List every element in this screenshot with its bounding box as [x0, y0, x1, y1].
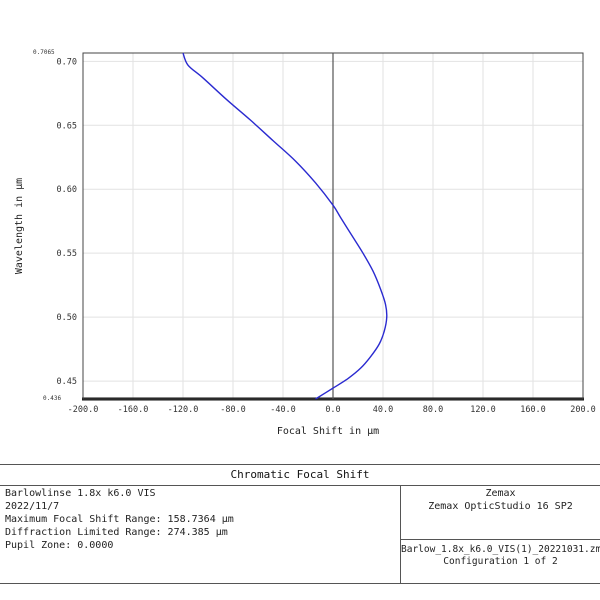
x-tick-label: 80.0 [423, 405, 443, 415]
x-tick-label: 40.0 [373, 405, 393, 415]
vendor-block: Zemax Zemax OpticStudio 16 SP2 [401, 485, 600, 540]
y-tick-label: 0.50 [57, 313, 77, 323]
series-group [182, 52, 388, 400]
x-tick-label: 160.0 [520, 405, 546, 415]
y-tick-label: 0.45 [57, 377, 77, 387]
info-line: 2022/11/7 [5, 501, 60, 512]
x-tick-label: -160.0 [118, 405, 149, 415]
info-line: Barlowlinse 1.8x k6.0 VIS [5, 488, 156, 499]
info-description: Barlowlinse 1.8x k6.0 VIS 2022/11/7 Maxi… [5, 487, 395, 552]
y-min-label: 0.436 [43, 395, 61, 402]
info-line: Diffraction Limited Range: 274.385 µm [5, 527, 228, 538]
x-tick-label: 200.0 [570, 405, 596, 415]
info-line: Maximum Focal Shift Range: 158.7364 µm [5, 514, 234, 525]
file-name: Barlow_1.8x_k6.0_VIS(1)_20221031.zmx [401, 544, 600, 555]
info-title: Chromatic Focal Shift [0, 465, 600, 486]
info-panel: Chromatic Focal Shift Barlowlinse 1.8x k… [0, 464, 600, 584]
x-tick-label: -40.0 [270, 405, 296, 415]
x-tick-label: -200.0 [68, 405, 99, 415]
x-tick-labels: -200.0 -160.0 -120.0 -80.0 -40.0 0.0 40.0 80.0 1… [68, 405, 596, 415]
x-tick-label: -120.0 [168, 405, 199, 415]
y-axis-label: Wavelength in µm [14, 178, 25, 274]
software-version: Zemax OpticStudio 16 SP2 [428, 501, 573, 512]
x-tick-label: -80.0 [220, 405, 246, 415]
y-max-label: 0.7065 [33, 49, 55, 56]
x-axis-label: Focal Shift in µm [277, 426, 379, 437]
y-tick-label: 0.60 [57, 185, 77, 195]
chromatic-focal-shift-chart: -200.0 -160.0 -120.0 -80.0 -40.0 0.0 40.0 80.0 1… [14, 49, 596, 437]
y-tick-label: 0.70 [57, 57, 77, 67]
y-tick-label: 0.55 [57, 249, 77, 259]
info-line: Pupil Zone: 0.0000 [5, 540, 114, 551]
y-tick-labels: 0.45 0.50 0.55 0.60 0.65 0.70 [57, 57, 77, 387]
focal-shift-curve [182, 52, 388, 400]
x-tick-label: 120.0 [470, 405, 496, 415]
info-software-box: Zemax Zemax OpticStudio 16 SP2 Barlow_1.… [400, 485, 600, 583]
vendor-name: Zemax [485, 488, 516, 499]
file-block: Barlow_1.8x_k6.0_VIS(1)_20221031.zmx Con… [401, 540, 600, 568]
y-tick-label: 0.65 [57, 121, 77, 131]
configuration-label: Configuration 1 of 2 [443, 556, 558, 567]
x-tick-label: 0.0 [325, 405, 340, 415]
